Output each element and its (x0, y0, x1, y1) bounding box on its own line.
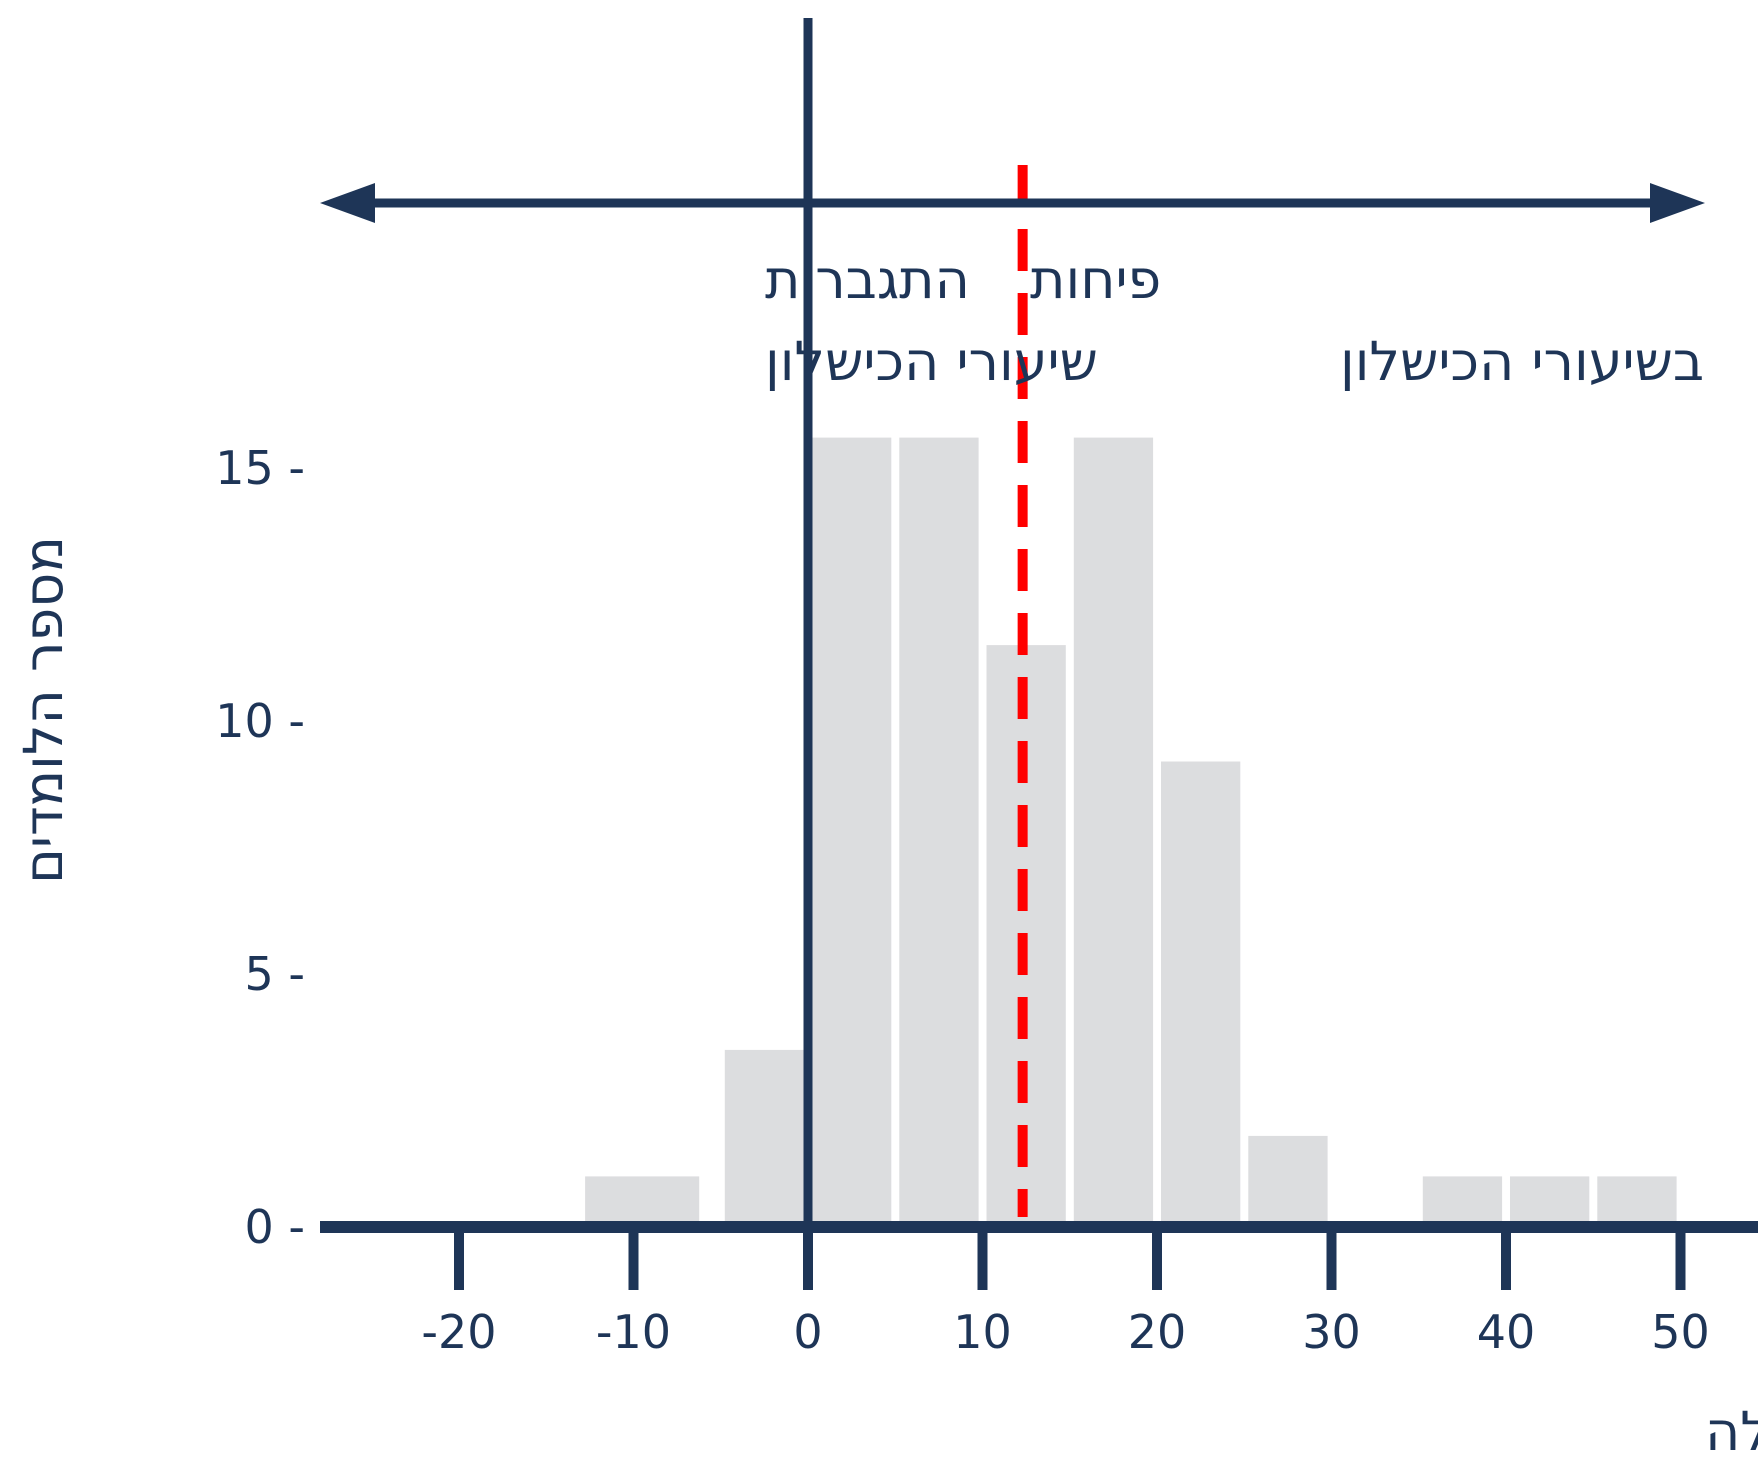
right-arrowhead (1650, 183, 1705, 223)
histogram-bar-5 (1073, 437, 1154, 1228)
x-axis-title: אחוז השינוי בשיעורי הכישלון עם למידה פעי… (1705, 1400, 1758, 1463)
x-tick-label-0: -20 (421, 1305, 496, 1359)
y-tick-label-1: 5 - (245, 947, 306, 1001)
x-tick-label-1: -10 (596, 1305, 671, 1359)
left-region-label-line1: התגברות (765, 248, 970, 311)
y-tick-label-3: 15 - (215, 441, 305, 495)
histogram-bar-10 (1597, 1176, 1677, 1227)
histogram-bar-8 (1422, 1176, 1503, 1227)
x-tick-label-4: 20 (1128, 1305, 1187, 1359)
y-tick-label-2: 10 - (215, 694, 305, 748)
histogram-bar-7 (1248, 1135, 1328, 1227)
histogram-bar-0 (585, 1176, 700, 1227)
x-tick-label-5: 30 (1302, 1305, 1361, 1359)
y-axis-title: מספר הלומדים (12, 536, 75, 884)
histogram-bar-9 (1510, 1176, 1590, 1227)
left-arrowhead (320, 183, 375, 223)
right-region-label-line2: בשיעורי הכישלון (1340, 330, 1704, 393)
region-labels: התגברות שיעורי הכישלון פיחות בשיעורי הכי… (765, 248, 1704, 393)
histogram-bar-1 (724, 1049, 805, 1227)
histogram-bar-3 (899, 437, 979, 1228)
bars-layer (585, 165, 1677, 1228)
left-region-label-line2: שיעורי הכישלון (765, 330, 1098, 393)
x-tick-label-7: 50 (1651, 1305, 1710, 1359)
y-tick-label-0: 0 - (245, 1200, 306, 1254)
histogram-bar-6 (1161, 761, 1241, 1227)
x-tick-label-6: 40 (1477, 1305, 1536, 1359)
histogram-bar-2 (812, 437, 892, 1228)
x-tick-label-3: 10 (953, 1305, 1012, 1359)
right-region-label-line1: פיחות (1030, 248, 1161, 311)
x-tick-label-2: 0 (793, 1305, 822, 1359)
axes-layer: -20 -10 0 10 20 30 40 50 0 - 5 - 10 - 15 - (215, 18, 1758, 1359)
